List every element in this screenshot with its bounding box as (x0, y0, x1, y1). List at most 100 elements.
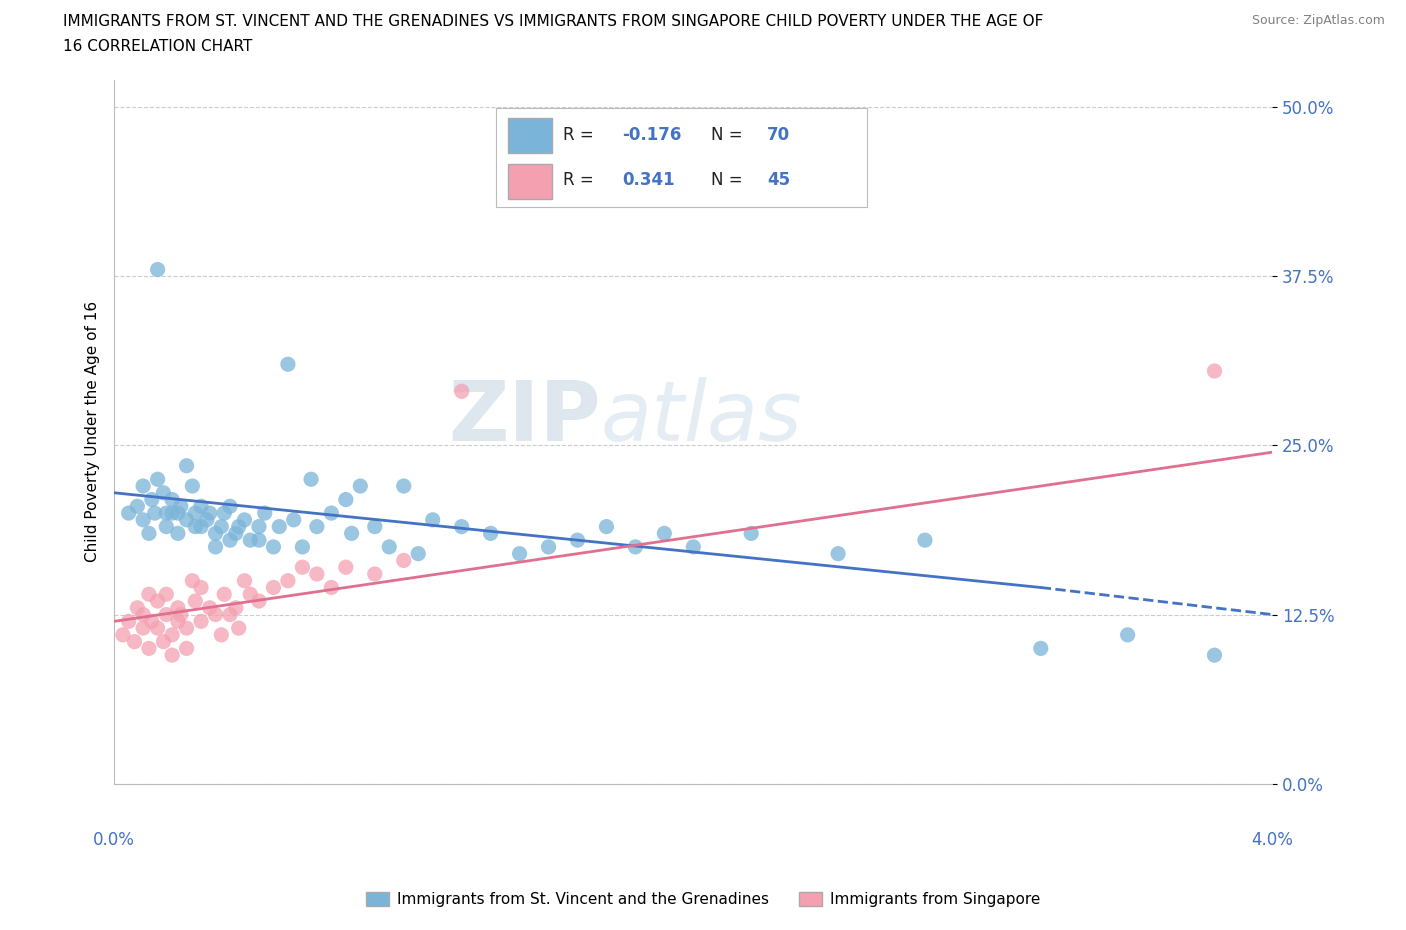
Point (118, 614, 141, 629)
Point (155, 519, 177, 534)
Point (160, 492, 183, 507)
Point (209, 628, 232, 643)
Point (247, 593, 270, 608)
Point (364, 519, 387, 534)
Point (219, 533, 242, 548)
Point (152, 634, 174, 649)
Point (291, 539, 314, 554)
Point (1204, 364, 1226, 379)
Point (167, 601, 190, 616)
Text: IMMIGRANTS FROM ST. VINCENT AND THE GRENADINES VS IMMIGRANTS FROM SINGAPORE CHIL: IMMIGRANTS FROM ST. VINCENT AND THE GREN… (63, 14, 1043, 29)
Point (127, 601, 149, 616)
Point (291, 560, 314, 575)
Point (1204, 647, 1226, 662)
Point (204, 607, 226, 622)
Point (167, 614, 190, 629)
Point (479, 526, 502, 541)
Point (624, 539, 647, 554)
Point (176, 512, 198, 527)
Point (305, 519, 328, 534)
Point (1116, 628, 1139, 643)
Point (239, 533, 262, 548)
Point (155, 506, 177, 521)
Point (141, 492, 163, 507)
Point (269, 519, 291, 534)
Point (228, 620, 250, 635)
Point (111, 628, 134, 643)
Text: 0.0%: 0.0% (93, 831, 135, 849)
Text: 4.0%: 4.0% (1251, 831, 1294, 849)
Point (321, 580, 343, 595)
Point (138, 587, 160, 602)
Point (225, 601, 247, 616)
Point (146, 620, 169, 635)
Point (827, 546, 849, 561)
Point (184, 593, 207, 608)
Point (190, 519, 212, 534)
Point (198, 601, 221, 616)
Point (167, 526, 190, 541)
Text: 16 CORRELATION CHART: 16 CORRELATION CHART (63, 39, 253, 54)
Point (204, 526, 226, 541)
Point (146, 262, 169, 277)
Point (176, 620, 198, 635)
Point (152, 485, 174, 500)
Text: Source: ZipAtlas.com: Source: ZipAtlas.com (1251, 14, 1385, 27)
Point (450, 384, 472, 399)
Point (262, 539, 284, 554)
Point (160, 506, 183, 521)
Point (124, 634, 146, 649)
Point (450, 519, 472, 534)
Point (406, 546, 429, 561)
Point (225, 526, 247, 541)
Point (195, 512, 218, 527)
Point (277, 357, 299, 372)
Point (378, 539, 401, 554)
Point (392, 479, 415, 494)
Point (219, 607, 242, 622)
Point (305, 566, 328, 581)
Point (155, 587, 177, 602)
Point (212, 506, 235, 521)
Point (190, 580, 212, 595)
Point (247, 533, 270, 548)
Point (190, 498, 212, 513)
Point (321, 506, 343, 521)
Point (184, 506, 207, 521)
Point (219, 498, 242, 513)
Point (740, 526, 762, 541)
Point (127, 498, 149, 513)
Point (228, 519, 250, 534)
Point (233, 573, 256, 588)
Point (198, 506, 221, 521)
Point (209, 519, 232, 534)
Point (335, 560, 357, 575)
Point (349, 479, 371, 494)
Point (176, 641, 198, 656)
Point (364, 566, 387, 581)
Point (247, 519, 270, 534)
Point (190, 614, 212, 629)
Point (181, 573, 204, 588)
Point (170, 607, 193, 622)
Point (682, 539, 704, 554)
Point (212, 587, 235, 602)
Point (567, 533, 589, 548)
Point (160, 628, 183, 643)
Point (146, 472, 169, 486)
Point (392, 553, 415, 568)
Point (138, 641, 160, 656)
Point (160, 647, 183, 662)
Point (181, 479, 204, 494)
Point (340, 526, 363, 541)
Point (155, 607, 177, 622)
Point (283, 512, 305, 527)
Point (233, 512, 256, 527)
Point (146, 593, 169, 608)
Point (176, 458, 198, 473)
Text: atlas: atlas (600, 378, 803, 458)
Point (299, 472, 322, 486)
Point (167, 506, 190, 521)
Text: ZIP: ZIP (449, 378, 600, 458)
Point (914, 533, 936, 548)
